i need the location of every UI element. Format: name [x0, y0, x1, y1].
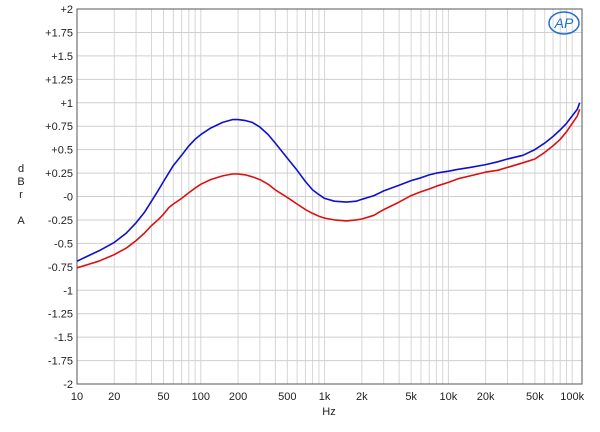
- x-tick-label: 10k: [440, 391, 458, 403]
- x-tick-label: 5k: [405, 391, 417, 403]
- series-layer: [76, 102, 581, 269]
- x-axis-label: Hz: [322, 406, 335, 418]
- x-tick-label: 20k: [477, 391, 495, 403]
- y-tick-label: +0.25: [45, 168, 73, 180]
- series-line-0: [76, 102, 581, 262]
- y-tick-label: +0.5: [51, 145, 73, 157]
- y-tick-label: -0.5: [54, 238, 73, 250]
- x-tick-label: 100: [192, 391, 210, 403]
- y-tick-label: +1.5: [51, 51, 73, 63]
- y-tick-labels: +2 +1.75 +1.5 +1.25 +1 +0.75 +0.5 +0.25 -0 -0.25 -…: [45, 4, 73, 391]
- y-tick-label: +1.75: [45, 27, 73, 39]
- y-tick-label: -0.25: [48, 215, 73, 227]
- y-tick-label: -1.5: [54, 332, 73, 344]
- y-tick-label: +2: [60, 4, 73, 16]
- x-tick-labels: 10 20 50 100 200 500 1k 2k 5k 10k 20k 50k 100k: [71, 391, 585, 403]
- x-tick-label: 100k: [560, 391, 584, 403]
- y-tick-label: -1: [63, 285, 73, 297]
- y-tick-label: +0.75: [45, 121, 73, 133]
- plot-frame: [76, 8, 583, 385]
- x-tick-label: 50k: [526, 391, 544, 403]
- y-axis-label-char: B: [17, 176, 24, 188]
- y-tick-label: -0: [63, 192, 73, 204]
- x-tick-label: 20: [108, 391, 120, 403]
- y-tick-label: -1.25: [48, 309, 73, 321]
- x-tick-label: 500: [278, 391, 296, 403]
- y-axis-label-char: A: [17, 215, 25, 227]
- y-tick-label: +1: [60, 98, 73, 110]
- y-tick-label: -0.75: [48, 262, 73, 274]
- x-tick-label: 50: [157, 391, 169, 403]
- x-tick-label: 2k: [356, 391, 368, 403]
- series-line-1: [76, 109, 581, 269]
- y-tick-label: -2: [63, 379, 73, 391]
- ap-logo-text: AP: [554, 15, 574, 31]
- y-tick-label: +1.25: [45, 74, 73, 86]
- y-axis-label-char: d: [18, 163, 24, 175]
- y-axis-label-char: r: [19, 189, 23, 201]
- y-tick-label: -1.75: [48, 356, 73, 368]
- ap-logo: AP: [548, 11, 580, 35]
- x-tick-label: 1k: [319, 391, 331, 403]
- x-tick-label: 200: [229, 391, 247, 403]
- x-tick-label: 10: [71, 391, 83, 403]
- y-axis-label: dBr A: [17, 163, 25, 227]
- grid-major: [77, 8, 582, 385]
